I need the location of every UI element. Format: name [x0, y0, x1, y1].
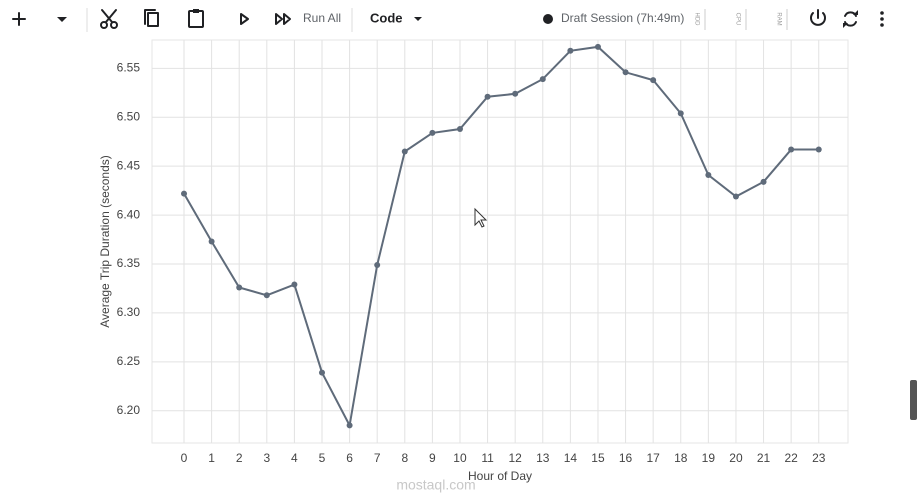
run-all-button[interactable]: Run All [275, 11, 341, 25]
cut-button[interactable] [100, 9, 118, 29]
x-tick-label: 2 [236, 451, 243, 465]
x-tick-label: 19 [702, 451, 716, 465]
data-line [183, 45, 819, 429]
data-point [401, 148, 408, 155]
y-tick-label: 6.25 [117, 354, 141, 368]
watermark: mostaql.com [396, 477, 475, 493]
toolbar: Run All Code Draft Session (7h:49m) HDD C… [0, 0, 918, 40]
x-tick-label: 21 [757, 451, 771, 465]
y-tick-label: 6.30 [117, 305, 141, 319]
x-tick-label: 14 [564, 451, 578, 465]
more-menu[interactable] [880, 11, 884, 27]
cell-type-select[interactable]: Code [370, 10, 422, 25]
meter-label: CPU [734, 13, 740, 26]
data-point [318, 369, 325, 376]
x-tick-label: 16 [619, 451, 633, 465]
x-tick-label: 9 [429, 451, 436, 465]
data-point [760, 178, 767, 185]
resource-meters: HDD CPU RAM [693, 9, 788, 30]
data-point [429, 129, 436, 136]
power-button[interactable] [810, 9, 826, 26]
copy-button[interactable] [144, 9, 159, 27]
data-point [622, 69, 629, 76]
session-status-dot [543, 14, 553, 24]
x-tick-label: 6 [346, 451, 353, 465]
refresh-button[interactable] [843, 10, 858, 28]
data-point [650, 77, 657, 84]
data-point [732, 193, 739, 200]
meter-label: RAM [775, 12, 781, 25]
toolbar-bg [0, 0, 918, 40]
x-tick-label: 7 [374, 451, 381, 465]
data-point [705, 171, 712, 178]
x-tick-label: 12 [508, 451, 522, 465]
chart: 6.206.256.306.356.406.456.506.550 1 2 3 4 5 6 7… [98, 39, 849, 483]
x-tick-label: 3 [263, 451, 270, 465]
scrollbar-thumb[interactable] [910, 380, 917, 420]
x-tick-label: 1 [208, 451, 215, 465]
data-point [456, 126, 463, 133]
run-cell-button[interactable] [240, 13, 249, 25]
x-tick-label: 4 [291, 451, 298, 465]
x-tick-label: 8 [401, 451, 408, 465]
data-point [208, 238, 215, 245]
data-point [291, 281, 298, 288]
y-tick-label: 6.45 [117, 158, 141, 172]
x-tick-label: 20 [729, 451, 743, 465]
x-tick-label: 18 [674, 451, 688, 465]
x-tick-label: 10 [453, 451, 467, 465]
y-tick-label: 6.20 [117, 403, 141, 417]
data-point [236, 284, 243, 291]
data-point [567, 47, 574, 54]
data-point [346, 422, 353, 429]
add-cell-button[interactable] [12, 12, 26, 26]
paste-button[interactable] [188, 9, 204, 28]
run-all-label: Run All [303, 11, 341, 25]
mouse-cursor [474, 207, 488, 228]
y-tick-label: 6.35 [117, 256, 141, 270]
data-point [263, 292, 270, 299]
cell-type-label: Code [370, 10, 403, 25]
data-point [815, 146, 822, 153]
data-point [677, 110, 684, 117]
x-tick-label: 13 [536, 451, 550, 465]
y-tick-label: 6.55 [117, 61, 141, 75]
data-point [788, 146, 795, 153]
y-tick-label: 6.50 [117, 109, 141, 123]
x-tick-label: 0 [181, 451, 188, 465]
x-tick-label: 17 [646, 451, 660, 465]
data-point [512, 90, 519, 97]
add-dropdown[interactable] [57, 17, 67, 22]
x-tick-label: 5 [319, 451, 326, 465]
y-axis-title: Average Trip Duration (seconds) [98, 155, 112, 328]
data-point [539, 76, 546, 83]
data-point [374, 261, 381, 268]
plot-area [151, 39, 849, 444]
y-tick-label: 6.40 [117, 207, 141, 221]
data-point [484, 93, 491, 100]
meter-label: HDD [693, 13, 699, 27]
data-point [594, 43, 601, 50]
x-axis-title: Hour of Day [468, 469, 532, 483]
data-point [181, 190, 188, 197]
x-tick-label: 11 [481, 451, 494, 465]
session-label[interactable]: Draft Session (7h:49m) [561, 11, 684, 25]
x-tick-label: 15 [591, 451, 605, 465]
x-tick-label: 22 [784, 451, 798, 465]
x-tick-label: 23 [812, 451, 826, 465]
